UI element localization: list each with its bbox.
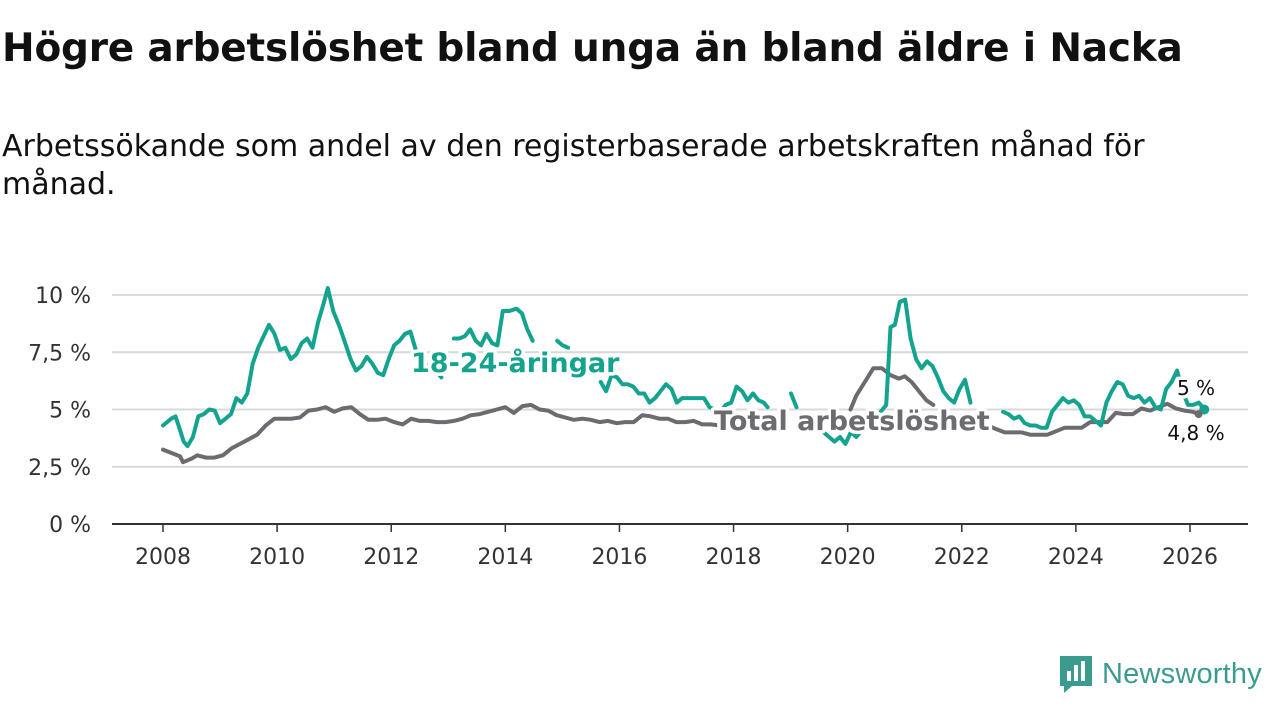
youth-end-label-halo: 5 %: [1177, 376, 1215, 400]
youth-series-line: [451, 306, 535, 348]
youth-series-line: [598, 373, 770, 414]
youth-series-label: 18-24-åringar: [411, 347, 620, 379]
total-end-label: 4,8 %: [1167, 421, 1224, 445]
youth-series-line: [878, 297, 973, 414]
y-axis-ticks: 0 % 2,5 % 5 % 7,5 % 10 %: [28, 284, 91, 538]
y-tick-label: 2,5 %: [28, 456, 91, 481]
youth-series-line: [1001, 368, 1207, 430]
total-series-line: [161, 402, 756, 465]
chart-title: Högre arbetslöshet bland unga än bland ä…: [2, 26, 1183, 71]
x-tick-label: 2008: [135, 545, 191, 570]
chart-subtitle: Arbetssökande som andel av den registerb…: [2, 129, 1145, 202]
x-tick-label: 2020: [820, 545, 876, 570]
youth-series-line: [161, 286, 444, 449]
y-tick-label: 5 %: [49, 399, 91, 424]
total-series-label: Total arbetslöshet: [714, 406, 990, 437]
youth-series-line: [555, 338, 571, 350]
x-tick-label: 2024: [1048, 545, 1104, 570]
x-tick-label: 2014: [477, 545, 533, 570]
y-tick-label: 7,5 %: [28, 341, 91, 366]
youth-end-label: 5 %: [1177, 376, 1215, 400]
total-series-line: [848, 366, 936, 412]
y-tick-label: 0 %: [49, 513, 91, 538]
youth-series-label-halo: 18-24-åringar: [411, 347, 620, 379]
total-end-label-halo: 4,8 %: [1167, 421, 1224, 445]
brand-logo: Newsworthy: [1058, 654, 1262, 694]
x-tick-label: 2012: [363, 545, 419, 570]
youth-series-line: [816, 423, 864, 446]
brand-name: Newsworthy: [1102, 657, 1262, 690]
total-end-point: [1194, 410, 1203, 419]
x-tick-label: 2026: [1162, 545, 1218, 570]
gridlines: [112, 294, 1248, 525]
newsworthy-logo-icon: [1060, 656, 1092, 693]
x-axis-ticks: 2008 2010 2012 2014 2016 2018 2020 2022 2024 2026: [135, 524, 1218, 570]
x-tick-label: 2016: [591, 545, 647, 570]
series-lines: [161, 286, 1210, 465]
youth-series-line: [789, 391, 799, 410]
total-series-label-halo: Total arbetslöshet: [714, 406, 990, 437]
x-tick-label: 2010: [249, 545, 305, 570]
x-tick-label: 2018: [706, 545, 762, 570]
y-tick-label: 10 %: [35, 284, 91, 309]
x-tick-label: 2022: [934, 545, 990, 570]
